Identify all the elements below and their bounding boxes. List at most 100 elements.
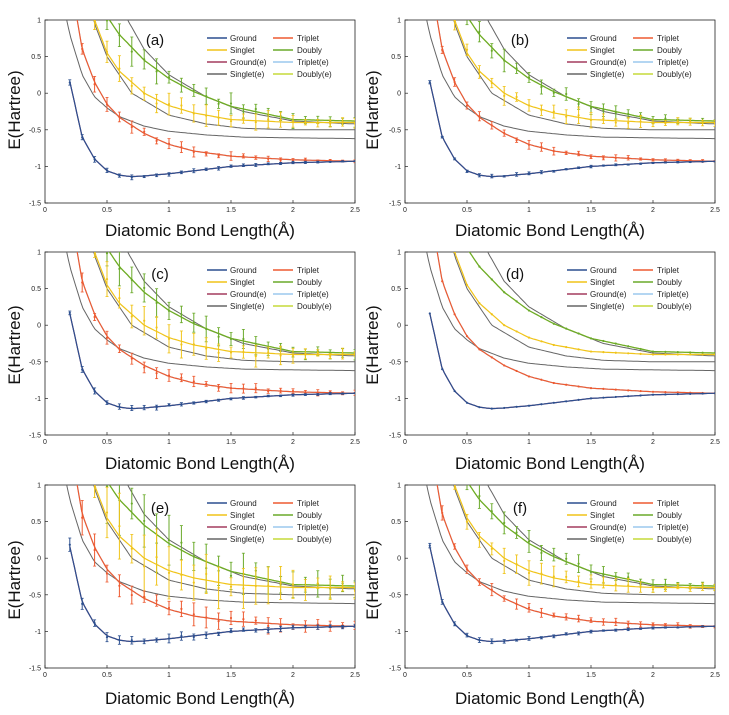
data-point [167,337,171,340]
data-point [689,392,692,395]
data-point [81,368,84,371]
data-point [664,583,667,586]
data-point [242,587,245,590]
y-tick-label: 0.5 [391,519,401,526]
data-point [503,640,506,643]
y-tick-label: 0 [397,323,401,330]
data-point [205,114,208,117]
data-point [279,581,282,585]
x-tick-label: 1.5 [226,207,236,214]
series-triplet-line [76,485,355,627]
data-point [205,95,208,98]
legend: Ground Singlet Ground(e) Singlet(e) Triplet D… [567,34,692,79]
data-point [689,626,692,629]
data-point [130,547,133,550]
data-point [664,350,667,353]
data-point [291,626,295,629]
legend-label: Doubly [657,511,682,520]
data-point [577,348,580,351]
data-point [552,150,555,153]
data-point [180,84,183,87]
data-point [478,265,481,268]
data-point [552,343,555,347]
series-ground-line [429,546,715,643]
x-tick-label: 2.5 [350,439,360,446]
data-point [155,174,158,177]
data-point [143,595,146,598]
data-point [713,160,715,163]
legend-label: Ground(e) [230,290,267,299]
data-point [627,121,630,124]
x-tick-label: 2.5 [710,207,720,214]
data-point [217,399,220,402]
legend-label: Ground [590,266,617,275]
data-point [143,406,146,409]
data-point [118,67,121,70]
data-point [205,572,208,576]
data-point [205,616,208,619]
data-point [478,538,481,541]
data-point [540,109,543,112]
x-tick-label: 0.5 [462,439,472,446]
data-point [279,118,282,121]
data-point [503,559,506,563]
y-tick-label: -1 [395,164,401,171]
legend-label: Triplet [657,266,680,275]
legend-label: Doubly [657,46,682,55]
panel-d: 0 0.5 1 1.5 2 2.5 -1.5 -1 -0.5 0 0.5 1 Diatomic Bond… [363,250,720,474]
data-point [217,116,220,119]
data-point [118,405,121,408]
data-point [267,390,270,393]
data-point [614,163,617,166]
data-point [205,168,208,171]
legend-label: Triplet [297,34,320,43]
data-point [490,547,493,551]
data-point [602,581,605,584]
data-point [167,637,171,640]
data-point [503,521,506,524]
data-point [267,118,270,121]
data-point [155,102,158,105]
data-point [167,403,171,406]
data-point [242,387,245,390]
data-point [130,639,133,642]
data-point [254,387,257,390]
panel-a: 0 0.5 1 1.5 2 2.5 -1.5 -1 -0.5 0 0.5 1 Diatomic Bond… [5,18,360,241]
data-point [627,345,630,348]
y-axis-label: E(Hartree) [363,305,382,384]
data-point [627,623,630,626]
data-point [614,620,617,624]
x-tick-label: 0.5 [102,672,112,679]
data-point [192,380,195,383]
data-point [614,351,617,354]
data-point [602,629,605,632]
data-point [527,309,531,312]
data-point [589,165,593,168]
data-point [676,585,679,588]
panel-c: 0 0.5 1 1.5 2 2.5 -1.5 -1 -0.5 0 0.5 1 Diatomic Bond… [5,250,360,474]
data-point [254,355,257,358]
data-point [267,584,270,587]
data-point [515,639,518,642]
data-point [441,511,444,515]
legend-label: Triplet [657,34,680,43]
x-tick-label: 0 [43,672,47,679]
data-point [701,160,704,163]
axes-frame [404,251,716,436]
data-point [639,623,642,626]
data-point [81,281,84,284]
data-point [291,389,295,393]
x-tick-label: 2 [651,672,655,679]
data-point [105,20,109,22]
data-point [316,393,319,396]
series-singlet-e-line [426,252,715,372]
x-tick-label: 1.5 [586,439,596,446]
data-point [242,154,245,158]
x-tick-label: 0.5 [462,207,472,214]
series-ground-line [429,81,715,178]
data-point [676,393,679,396]
panel-tag: (a) [146,32,164,49]
y-tick-label: 0 [37,556,41,563]
data-point [614,121,617,124]
data-point [577,152,580,155]
